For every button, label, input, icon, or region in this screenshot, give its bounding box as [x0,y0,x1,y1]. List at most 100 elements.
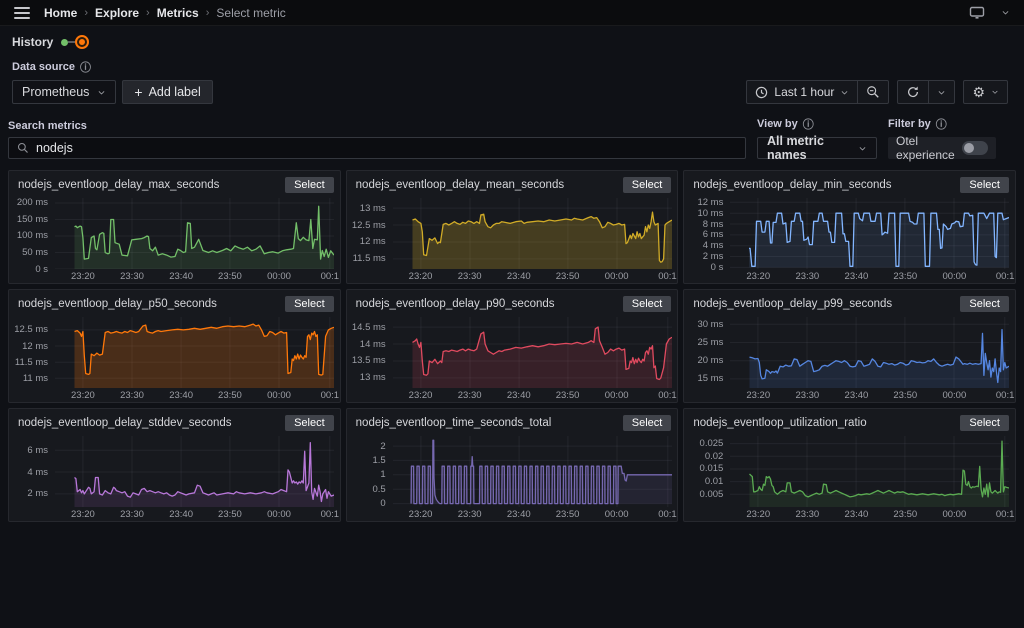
zoom-out-button[interactable] [858,81,888,103]
history-step-icon[interactable] [61,38,69,46]
chart-canvas[interactable] [392,436,672,507]
select-button[interactable]: Select [285,414,334,431]
x-tick-label: 23:30 [120,271,144,282]
history-trail[interactable] [61,35,90,49]
y-tick-label: 150 ms [16,213,48,225]
monitor-icon[interactable] [969,6,985,20]
select-button[interactable]: Select [960,176,1009,193]
settings-button[interactable]: ⚙ [964,81,1007,103]
chart-area: 2 1.5 1 0.5 0 23:20 23:30 23:40 23:50 00:00 00:1 [347,431,678,521]
x-tick-label: 00:00 [942,509,967,520]
select-button[interactable]: Select [960,414,1009,431]
y-axis: 13 ms 12.5 ms 12 ms 11.5 ms [347,198,393,269]
view-by-label-row: View by ⓘ [757,116,877,132]
chart-canvas[interactable] [55,198,334,269]
info-icon[interactable]: ⓘ [802,119,814,131]
x-tick-label: 00:00 [267,509,291,520]
chart-canvas[interactable] [55,317,334,388]
panel-header: nodejs_eventloop_delay_stddev_seconds Sel… [9,409,340,431]
y-tick-label: 14.5 ms [351,321,386,333]
y-tick-label: 0.025 [699,438,724,450]
datasource-picker[interactable]: Prometheus [12,80,117,104]
chart-canvas[interactable] [730,198,1010,269]
y-tick-label: 6 ms [27,444,48,456]
x-tick-label: 23:30 [795,509,820,520]
zoom-out-icon [866,85,880,99]
chart-canvas[interactable] [730,436,1010,507]
breadcrumb-home[interactable]: Home [44,5,78,20]
breadcrumb-metrics[interactable]: Metrics [156,5,199,20]
y-tick-label: 1 [380,469,386,481]
select-button[interactable]: Select [622,414,672,431]
y-axis: 6 ms 4 ms 2 ms [9,436,55,507]
panel-header: nodejs_eventloop_delay_mean_seconds Selec… [347,171,678,193]
info-icon[interactable]: ⓘ [935,119,947,131]
datasource-value: Prometheus [22,85,90,99]
filter-by-label-row: Filter by ⓘ [888,116,996,132]
view-by-value: All metric names [767,134,824,162]
x-axis: 23:20 23:30 23:40 23:50 00:00 00:1 [55,507,339,521]
x-tick-label: 00:1 [320,390,340,401]
refresh-button[interactable] [898,81,928,103]
chart-canvas[interactable] [730,317,1010,388]
otel-experience-switch[interactable] [962,141,988,155]
x-tick-label: 23:30 [795,390,820,401]
menu-icon[interactable] [14,6,30,19]
search-input-wrapper[interactable] [8,137,746,159]
chart-canvas[interactable] [392,317,672,388]
y-axis: 12 ms 10 ms 8 ms 6 ms 4 ms 2 ms 0 s [684,197,730,273]
chart-area: 13 ms 12.5 ms 12 ms 11.5 ms 23:20 23:30 23:40 2… [347,193,678,283]
breadcrumb-separator: › [205,6,210,19]
refresh-interval-dropdown[interactable] [929,81,954,103]
chart-canvas[interactable] [55,436,334,507]
metric-panel: nodejs_eventloop_delay_stddev_seconds Sel… [8,408,341,522]
y-tick-label: 2 ms [702,251,724,263]
select-button[interactable]: Select [960,295,1009,312]
add-label-button[interactable]: + Add label [122,80,213,104]
search-metrics-label: Search metrics [8,120,87,132]
x-tick-label: 23:30 [795,271,820,282]
select-button[interactable]: Select [285,176,334,193]
breadcrumb-explore[interactable]: Explore [95,5,140,20]
time-range-picker[interactable]: Last 1 hour [747,81,857,103]
select-button[interactable]: Select [622,176,672,193]
x-tick-label: 00:1 [995,509,1015,520]
x-tick-label: 00:1 [658,390,677,401]
panel-header: nodejs_eventloop_utilization_ratio Select [684,409,1015,431]
y-tick-label: 1.5 [372,454,386,466]
breadcrumb-separator: › [146,6,150,19]
select-button[interactable]: Select [622,295,672,312]
x-axis: 23:20 23:30 23:40 23:50 00:00 00:1 [393,507,677,521]
panel-header: nodejs_eventloop_time_seconds_total Selec… [347,409,678,431]
chevron-down-icon[interactable] [1001,8,1010,17]
x-tick-label: 23:40 [844,509,869,520]
y-tick-label: 11.5 ms [352,253,386,265]
info-icon[interactable]: ⓘ [79,62,91,74]
history-current-step-icon[interactable] [75,35,90,49]
y-tick-label: 0.01 [704,476,724,488]
line-chart [55,198,334,269]
x-tick-label: 23:20 [408,390,433,401]
search-input[interactable] [36,141,737,155]
y-tick-label: 0.015 [699,463,724,475]
y-axis: 12.5 ms 12 ms 11.5 ms 11 ms [9,317,55,388]
chart-area: 30 ms 25 ms 20 ms 15 ms 23:20 23:30 23:40 23:50… [684,312,1015,402]
line-chart [55,436,334,507]
line-chart [392,317,672,388]
select-button[interactable]: Select [285,295,334,312]
chart-area: 14.5 ms 14 ms 13.5 ms 13 ms 23:20 23:30 23:40 2… [347,312,678,402]
y-tick-label: 50 ms [22,246,48,258]
chart-canvas[interactable] [392,198,672,269]
y-tick-label: 25 ms [697,336,724,348]
view-by-select[interactable]: All metric names [757,134,877,162]
breadcrumb-separator: › [84,6,89,19]
x-tick-label: 00:1 [658,509,677,520]
metric-panel: nodejs_eventloop_delay_mean_seconds Selec… [345,170,679,284]
x-tick-label: 00:00 [267,390,291,401]
gear-icon: ⚙ [972,84,985,100]
y-tick-label: 12.5 ms [14,324,48,336]
y-tick-label: 13 ms [359,372,386,384]
metric-panels-grid: nodejs_eventloop_delay_max_seconds Select… [8,170,1016,522]
panel-header: nodejs_eventloop_delay_p99_seconds Select [684,290,1015,312]
y-tick-label: 11.5 ms [14,356,48,368]
